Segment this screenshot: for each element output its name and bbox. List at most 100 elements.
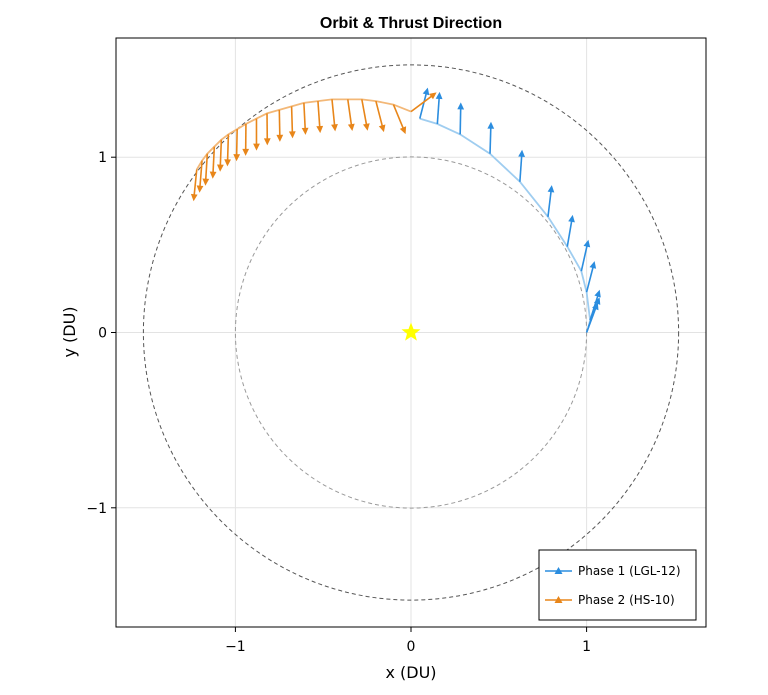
thrust-arrow-head bbox=[435, 91, 443, 100]
thrust-arrow-shaft bbox=[519, 154, 523, 182]
thrust-arrow bbox=[209, 146, 217, 179]
thrust-arrow-head bbox=[253, 143, 260, 151]
y-axis-label: y (DU) bbox=[60, 306, 79, 357]
thrust-arrow-head bbox=[217, 164, 224, 172]
thrust-arrow-shaft bbox=[589, 294, 599, 321]
thrust-arrow-head bbox=[594, 289, 601, 298]
trajectory-line bbox=[196, 98, 412, 170]
x-tick-label: −1 bbox=[225, 639, 246, 655]
legend-swatch-marker bbox=[554, 567, 563, 574]
thrust-arrow-shaft bbox=[204, 153, 209, 181]
thrust-arrow bbox=[487, 121, 495, 154]
central-body-star bbox=[401, 322, 421, 341]
thrust-arrow-head bbox=[224, 159, 231, 167]
thrust-arrow-shaft bbox=[587, 301, 599, 328]
thrust-arrow-shaft bbox=[375, 100, 384, 128]
thrust-arrow-shaft bbox=[199, 160, 203, 188]
thrust-arrow-shaft bbox=[547, 189, 552, 217]
legend-label: Phase 1 (LGL-12) bbox=[578, 564, 681, 578]
thrust-arrow-head bbox=[202, 178, 210, 186]
central-body bbox=[401, 322, 421, 341]
thrust-arrows bbox=[190, 87, 601, 333]
thrust-arrow bbox=[190, 169, 198, 202]
thrust-arrow-head bbox=[288, 131, 296, 139]
thrust-arrow bbox=[242, 123, 250, 156]
thrust-arrow-shaft bbox=[235, 129, 238, 157]
thrust-arrow bbox=[217, 139, 224, 172]
thrust-arrow-head bbox=[263, 138, 271, 146]
reference-orbit bbox=[142, 64, 680, 601]
x-tick-label: 1 bbox=[582, 639, 591, 655]
thrust-arrow-shaft bbox=[392, 104, 405, 130]
thrust-arrow-shaft bbox=[410, 94, 434, 113]
thrust-arrow-head bbox=[276, 134, 284, 142]
thrust-arrow-shaft bbox=[419, 92, 428, 119]
thrust-arrow bbox=[346, 99, 355, 131]
thrust-arrow bbox=[457, 102, 465, 135]
y-tick-label: 0 bbox=[98, 326, 107, 342]
thrust-arrow bbox=[202, 153, 210, 186]
thrust-arrow-head bbox=[568, 214, 575, 223]
thrust-arrow bbox=[435, 91, 443, 124]
thrust-arrow-shaft bbox=[580, 244, 589, 272]
thrust-arrow bbox=[253, 118, 260, 151]
thrust-arrow-head bbox=[487, 121, 495, 129]
thrust-arrow-head bbox=[331, 124, 338, 132]
thrust-arrow-head bbox=[301, 127, 309, 135]
thrust-arrow bbox=[196, 160, 204, 193]
thrust-arrow-head bbox=[347, 123, 355, 131]
thrust-arrow-shaft bbox=[346, 99, 353, 127]
legend-entry-phase-1: Phase 1 (LGL-12) bbox=[545, 564, 681, 578]
thrust-arrow-shaft bbox=[489, 126, 492, 154]
thrust-arrow bbox=[566, 214, 575, 247]
thrust-arrow-head bbox=[196, 185, 204, 193]
thrust-arrow-shaft bbox=[278, 109, 281, 137]
thrust-arrow-shaft bbox=[212, 146, 216, 174]
thrust-arrow-shaft bbox=[303, 102, 307, 130]
thrust-arrow-shaft bbox=[459, 107, 462, 135]
y-tick-label: 1 bbox=[98, 150, 107, 166]
thrust-arrow-head bbox=[316, 125, 324, 134]
thrust-arrow bbox=[410, 92, 437, 113]
thrust-arrow-head bbox=[589, 261, 597, 269]
legend-box bbox=[538, 549, 697, 621]
thrust-arrow-head bbox=[209, 171, 217, 179]
thrust-arrow bbox=[301, 102, 309, 135]
thrust-arrow-head bbox=[457, 102, 465, 110]
legend-entry-phase-2: Phase 2 (HS-10) bbox=[545, 593, 675, 607]
thrust-arrow bbox=[224, 134, 231, 167]
thrust-arrow-shaft bbox=[219, 139, 223, 167]
thrust-arrow-head bbox=[190, 193, 198, 202]
thrust-arrow-head bbox=[429, 92, 437, 100]
legend-label: Phase 2 (HS-10) bbox=[578, 593, 675, 607]
thrust-arrow bbox=[589, 289, 601, 321]
thrust-arrow-shaft bbox=[193, 169, 198, 197]
thrust-arrow-head bbox=[547, 185, 555, 193]
x-tick-label: 0 bbox=[407, 639, 416, 655]
thrust-arrow-shaft bbox=[361, 99, 368, 126]
thrust-arrow bbox=[585, 261, 597, 293]
thrust-arrow bbox=[276, 109, 284, 142]
thrust-arrow-shaft bbox=[331, 99, 336, 127]
thrust-arrow bbox=[233, 129, 241, 162]
thrust-arrow bbox=[361, 99, 370, 131]
thrust-arrow bbox=[547, 185, 555, 217]
thrust-arrow-shaft bbox=[566, 219, 573, 247]
thrust-arrow-head bbox=[378, 124, 386, 133]
thrust-arrow bbox=[518, 149, 525, 182]
axis-ticks: −1 0 1 −1 0 1 bbox=[86, 150, 591, 655]
thrust-arrow-shaft bbox=[585, 265, 595, 293]
thrust-arrow bbox=[316, 101, 324, 134]
thrust-arrow bbox=[263, 113, 271, 146]
legend-swatch-marker bbox=[554, 596, 563, 603]
thrust-arrow-shaft bbox=[436, 96, 441, 124]
thrust-arrow-head bbox=[583, 239, 591, 248]
thrust-arrow bbox=[288, 106, 296, 139]
thrust-arrow-shaft bbox=[226, 134, 230, 162]
legend: Phase 1 (LGL-12) Phase 2 (HS-10) bbox=[538, 549, 697, 621]
thrust-arrow-head bbox=[233, 154, 241, 162]
thrust-arrow-head bbox=[242, 148, 250, 156]
thrust-arrow-shaft bbox=[317, 101, 321, 129]
x-axis-label: x (DU) bbox=[385, 663, 436, 682]
